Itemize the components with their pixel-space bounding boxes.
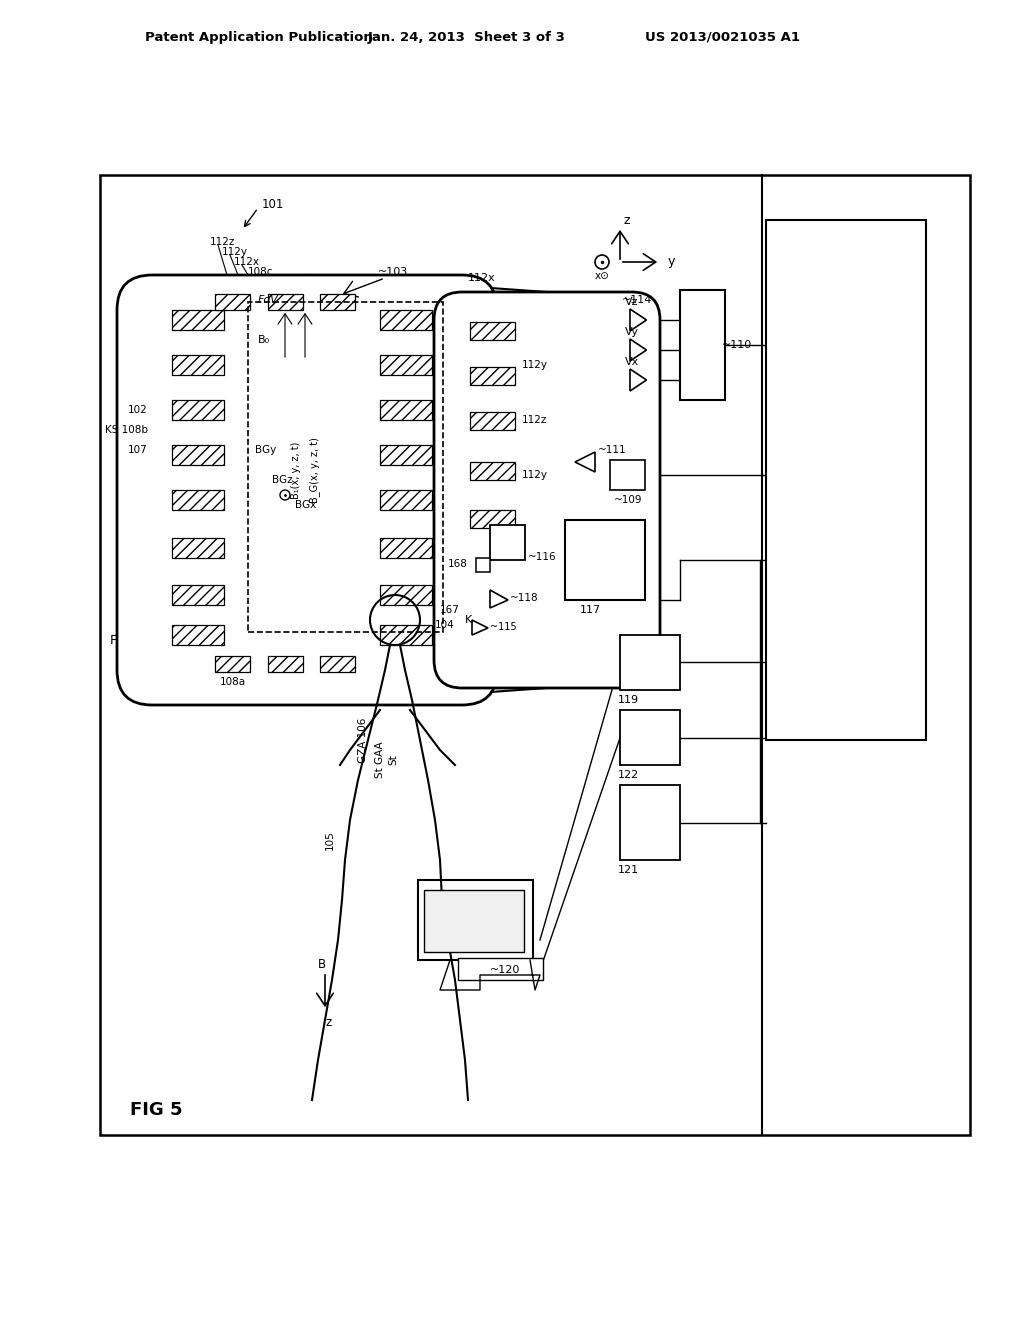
Text: ~103: ~103 [378, 267, 409, 277]
Text: ~114: ~114 [622, 294, 652, 305]
Bar [470, 510, 515, 528]
Bar [424, 890, 524, 952]
Bar [610, 459, 645, 490]
Text: Patent Application Publication: Patent Application Publication [145, 30, 373, 44]
Bar [172, 445, 224, 465]
Bar [215, 294, 250, 310]
Text: z: z [624, 214, 631, 227]
Bar [172, 624, 224, 645]
Bar [319, 294, 355, 310]
Text: ~120: ~120 [490, 965, 520, 975]
Text: 112x: 112x [468, 273, 496, 282]
Text: Jan. 24, 2013  Sheet 3 of 3: Jan. 24, 2013 Sheet 3 of 3 [368, 30, 566, 44]
Text: 101: 101 [262, 198, 285, 211]
Bar [476, 558, 490, 572]
Bar [380, 539, 432, 558]
Text: y: y [668, 256, 676, 268]
Text: 112y: 112y [522, 360, 548, 370]
Bar [172, 400, 224, 420]
Bar [172, 355, 224, 375]
Text: ~110: ~110 [722, 341, 753, 350]
FancyBboxPatch shape [117, 275, 497, 705]
FancyBboxPatch shape [434, 292, 660, 688]
Text: ~116: ~116 [528, 552, 557, 562]
Bar [470, 462, 515, 480]
Bar [620, 710, 680, 766]
Text: B₁(x, y, z, t): B₁(x, y, z, t) [291, 441, 301, 499]
Text: FoV: FoV [258, 294, 279, 305]
Text: 105: 105 [325, 830, 335, 850]
Bar [380, 355, 432, 375]
Text: F: F [110, 634, 117, 647]
Text: 112y: 112y [522, 470, 548, 480]
Bar [766, 220, 926, 741]
Bar [470, 322, 515, 341]
Bar [268, 294, 303, 310]
Bar [470, 367, 515, 385]
Bar [380, 445, 432, 465]
Text: Vx: Vx [625, 356, 639, 367]
Text: B_G(x, y, z, t): B_G(x, y, z, t) [309, 437, 321, 503]
Text: 117: 117 [580, 605, 601, 615]
Text: St GAA: St GAA [375, 742, 385, 779]
Text: 122: 122 [618, 770, 639, 780]
Bar [458, 958, 543, 979]
Text: B₀: B₀ [258, 335, 270, 345]
Bar [268, 656, 303, 672]
Bar [565, 520, 645, 601]
Bar [172, 310, 224, 330]
Text: GZA 106: GZA 106 [358, 717, 368, 763]
Bar [620, 635, 680, 690]
Bar [380, 490, 432, 510]
Text: 168: 168 [449, 558, 468, 569]
Bar [172, 539, 224, 558]
Text: Vy: Vy [625, 327, 639, 337]
Bar [380, 624, 432, 645]
Text: ~118: ~118 [510, 593, 539, 603]
Text: 112z: 112z [522, 414, 548, 425]
Text: 112z: 112z [210, 238, 236, 247]
Text: 112x: 112x [234, 257, 260, 267]
Bar [620, 785, 680, 861]
Text: US 2013/0021035 A1: US 2013/0021035 A1 [645, 30, 800, 44]
Bar [380, 310, 432, 330]
Bar [172, 585, 224, 605]
Text: 108a: 108a [220, 677, 246, 686]
Bar [100, 176, 970, 1135]
Text: BGx: BGx [295, 500, 316, 510]
Bar [680, 290, 725, 400]
Bar [172, 490, 224, 510]
Text: x⊙: x⊙ [595, 271, 609, 281]
Text: 104: 104 [435, 620, 455, 630]
Text: Vz: Vz [625, 297, 639, 308]
Bar [470, 412, 515, 430]
Text: z: z [325, 1015, 331, 1028]
Text: B: B [318, 958, 326, 972]
Text: 112y: 112y [222, 247, 248, 257]
Text: BGz: BGz [272, 475, 293, 484]
Bar [380, 400, 432, 420]
Text: 107: 107 [128, 445, 148, 455]
Bar [319, 656, 355, 672]
Text: BGy: BGy [255, 445, 276, 455]
Bar [418, 880, 534, 960]
Bar [490, 525, 525, 560]
Text: ~109: ~109 [614, 495, 642, 506]
Text: FIG 5: FIG 5 [130, 1101, 182, 1119]
Text: 102: 102 [128, 405, 148, 414]
Text: St: St [388, 755, 398, 766]
Bar [215, 656, 250, 672]
Text: K: K [465, 615, 472, 624]
Text: ~115: ~115 [490, 622, 517, 632]
Text: 121: 121 [618, 865, 639, 875]
Text: 108c: 108c [248, 267, 273, 277]
Bar [380, 585, 432, 605]
Text: 119: 119 [618, 696, 639, 705]
Text: ~111: ~111 [598, 445, 627, 455]
Text: KS 108b: KS 108b [105, 425, 148, 436]
Text: 167: 167 [440, 605, 460, 615]
Bar [248, 302, 443, 632]
